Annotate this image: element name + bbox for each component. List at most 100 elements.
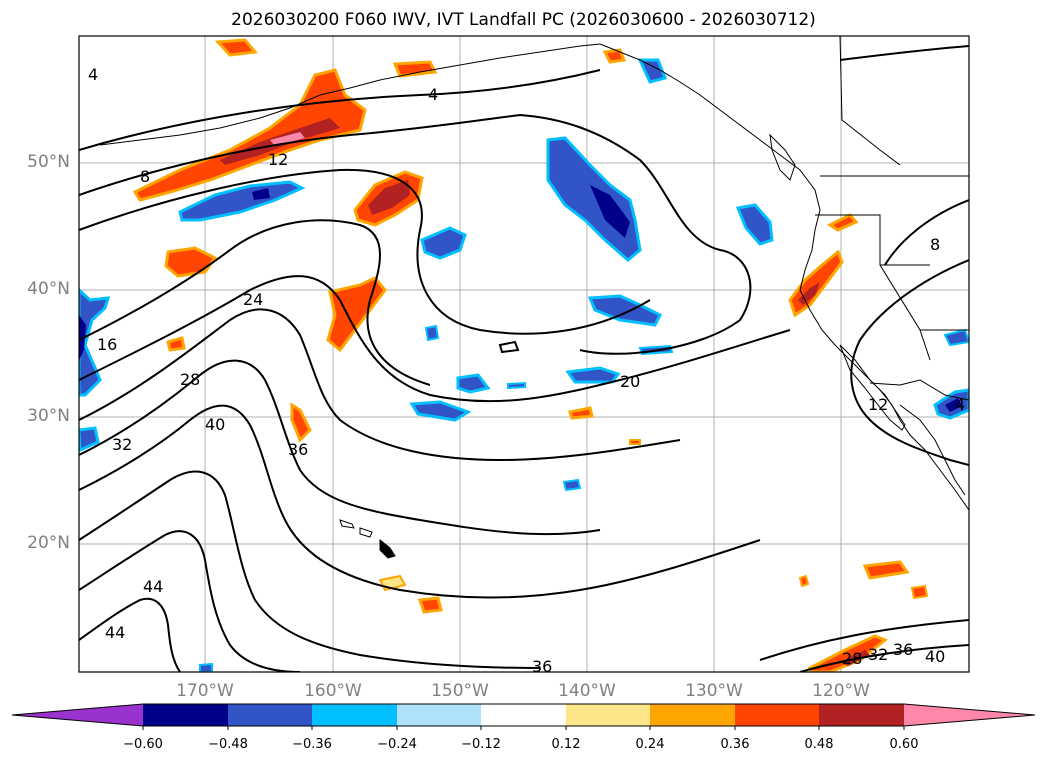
contour-label: 24 — [243, 290, 263, 309]
contour-east-4 — [884, 199, 969, 266]
colorbar-tick-label: 0.24 — [635, 737, 665, 752]
colorbar-tick-label: 0.48 — [804, 737, 834, 752]
contour-44 — [79, 597, 181, 672]
colorbar — [11, 703, 1036, 730]
contour-label: 8 — [140, 167, 150, 186]
patch-neg-mexico-core — [945, 398, 962, 412]
patch-neg-alaska — [637, 58, 668, 84]
contour-8 — [79, 113, 752, 355]
lat-label-40n: 40°N — [27, 279, 70, 299]
patch-sw-2 — [417, 596, 443, 614]
contour-label: 44 — [105, 623, 125, 642]
contour-label: 4 — [955, 395, 965, 414]
border-ca-or — [815, 214, 930, 266]
colorbar-tick-label: −0.48 — [208, 737, 248, 752]
patch-neg-bc — [735, 203, 774, 246]
colorbar-segment — [143, 704, 228, 726]
colorbar-tick-label: 0.36 — [720, 737, 750, 752]
patch-california-core — [798, 282, 820, 305]
contour-12 — [79, 168, 651, 335]
coast-mexico-mainland — [899, 404, 966, 496]
colorbar-segment — [819, 704, 904, 726]
negative-anomaly-patches — [79, 58, 969, 672]
lon-label-160w: 160°W — [304, 681, 362, 701]
patch-neg-small-6 — [199, 662, 213, 672]
patch-neg-small-2 — [562, 478, 582, 492]
map-title: 2026030200 F060 IWV, IVT Landfall PC (20… — [231, 10, 816, 30]
contour-label: 36 — [893, 640, 913, 659]
contour-label: 4 — [88, 65, 98, 84]
colorbar-segment — [481, 704, 566, 726]
colorbar-segment — [312, 704, 397, 726]
contour-label: 12 — [868, 395, 888, 414]
border-alaska-canada — [839, 36, 901, 166]
contour-32 — [79, 404, 761, 599]
patch-neg-pac-4 — [409, 400, 472, 422]
lon-label-170w: 170°W — [176, 681, 234, 701]
patch-bc-north — [602, 48, 627, 64]
contour-label: 44 — [143, 577, 163, 596]
contour-label: 20 — [620, 372, 640, 391]
colorbar-extend-low — [12, 704, 143, 726]
contour-label: 36 — [288, 440, 308, 459]
colorbar-segment — [735, 704, 819, 726]
coast-hawaii-1 — [379, 538, 396, 559]
colorbar-tick-label: −0.60 — [123, 737, 163, 752]
contour-label: 40 — [205, 415, 225, 434]
patch-neg-pac-2 — [565, 366, 621, 384]
patch-neg-west-bering — [178, 180, 306, 222]
colorbar-tick-label: −0.12 — [461, 737, 501, 752]
colorbar-segment — [650, 704, 735, 726]
patch-neg-pac-3 — [456, 373, 491, 394]
patch-small-2 — [629, 439, 641, 445]
patch-neg-central — [420, 226, 467, 260]
coast-hawaii-3 — [359, 527, 373, 538]
coast-hawaii-2 — [339, 519, 355, 529]
contour-label: 12 — [268, 150, 288, 169]
contour-label: 36 — [532, 657, 552, 676]
coast-alaska — [379, 43, 601, 81]
contour-label: 40 — [925, 647, 945, 666]
lat-label-20n: 20°N — [27, 533, 70, 553]
lon-label-130w: 130°W — [685, 681, 743, 701]
contour-label: 16 — [97, 335, 117, 354]
patch-neg-pac-1 — [587, 294, 663, 327]
colorbar-segment — [228, 704, 312, 726]
contour-24 — [79, 308, 681, 462]
coast-baja — [839, 344, 906, 431]
contour-label: 8 — [930, 235, 940, 254]
contour-40 — [79, 530, 301, 672]
lat-label-30n: 30°N — [27, 406, 70, 426]
contour-20 — [79, 275, 791, 403]
contour-28 — [79, 359, 601, 536]
patch-neg-gulf-core — [590, 185, 630, 238]
contour-36 — [79, 470, 541, 669]
colorbar-segment — [566, 704, 650, 726]
patch-small-1 — [798, 574, 810, 588]
patch-sw-3 — [862, 560, 910, 580]
coast-aleutians — [99, 79, 381, 146]
colorbar-tick-label: 0.12 — [551, 737, 581, 752]
map-frame — [78, 35, 970, 673]
positive-anomaly-patches — [132, 38, 929, 672]
colorbar-extend-high — [904, 704, 1035, 726]
contour-label-group: 4 4 8 12 16 24 28 32 40 36 20 12 4 44 44… — [88, 65, 965, 676]
patch-neg-west-edge — [79, 287, 111, 397]
lon-label-120w: 120°W — [812, 681, 870, 701]
patch-neg-small-1 — [424, 324, 440, 342]
borders — [815, 36, 969, 401]
border-us-mexico — [869, 379, 969, 401]
contour-se-40 — [799, 644, 969, 672]
coast-southeast-alaska — [599, 43, 969, 511]
patch-aleutian-peak — [270, 132, 305, 146]
patch-neg-small-3 — [507, 381, 526, 390]
patch-alaska-small — [392, 60, 438, 78]
colorbar-tick-label: 0.60 — [889, 737, 919, 752]
coast-vancouver — [769, 133, 796, 181]
patch-gulf-alaska-small — [214, 38, 258, 57]
iwv-contours — [79, 45, 969, 672]
contour-se-36 — [759, 619, 969, 661]
map-plot-area: 4 4 8 12 16 24 28 32 40 36 20 12 4 44 44… — [79, 36, 969, 676]
contour-east-12 — [850, 259, 969, 466]
